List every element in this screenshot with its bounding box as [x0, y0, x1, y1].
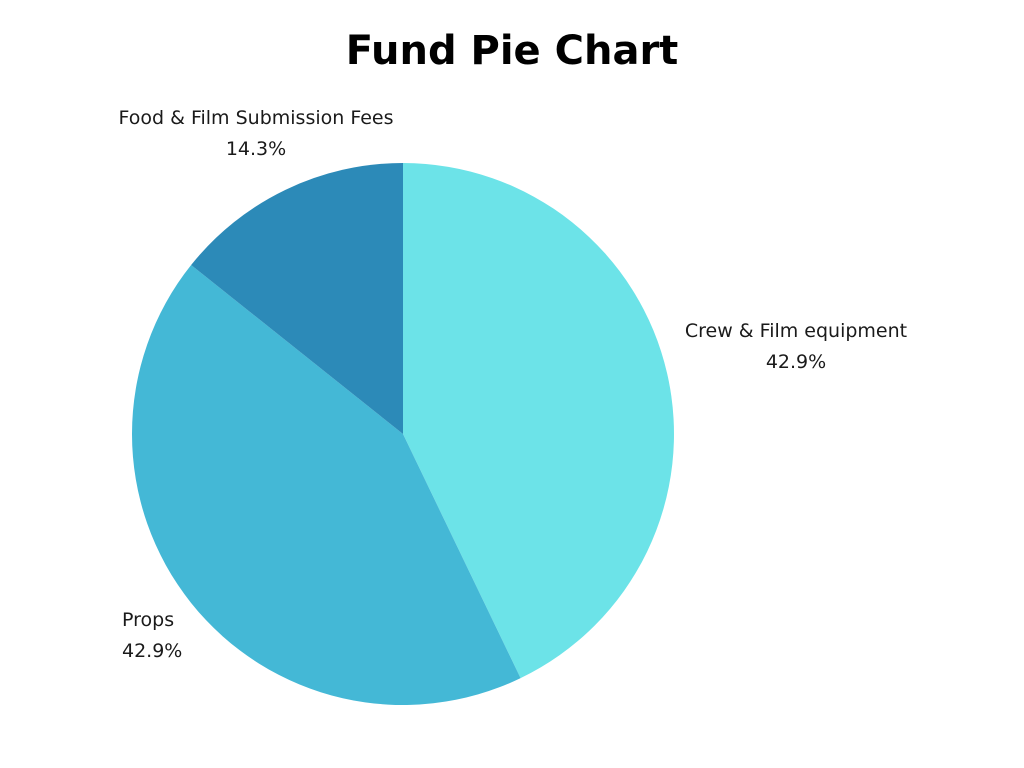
slice-label: Food & Film Submission Fees	[118, 107, 393, 129]
pie-slice-food-film-submission-fees	[191, 162, 403, 434]
pie-slice-crew-film-equipment	[403, 163, 674, 679]
slice-percent-label: 14.3%	[226, 138, 286, 160]
slice-percent-label: 42.9%	[122, 640, 182, 662]
pie-slices	[131, 162, 674, 705]
slice-label: Crew & Film equipment	[685, 320, 907, 342]
slice-label: Props	[122, 609, 174, 631]
pie-labels: Crew & Film equipment 42.9% Props 42.9% Food…	[118, 107, 907, 662]
chart-title: Fund Pie Chart	[346, 28, 679, 74]
slice-percent-label: 42.9%	[766, 351, 826, 373]
pie-slice-props	[131, 265, 521, 705]
